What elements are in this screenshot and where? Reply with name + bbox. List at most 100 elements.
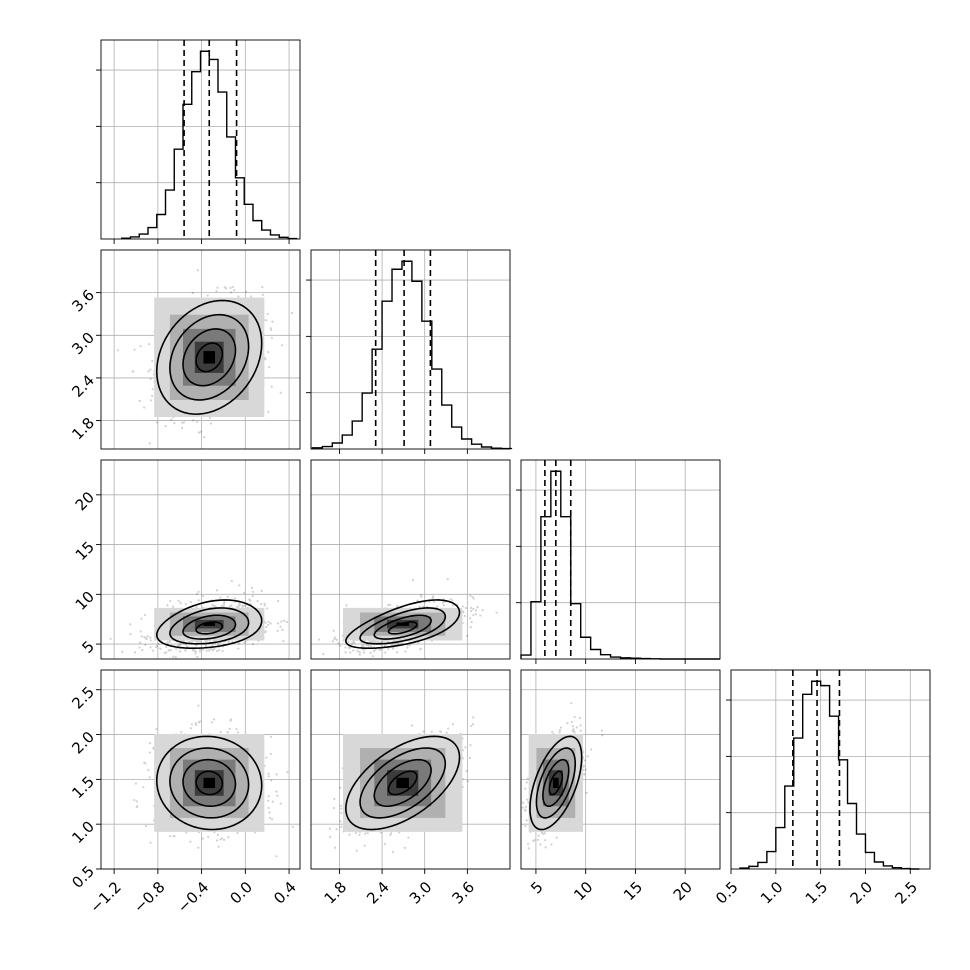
sample-point [282, 640, 285, 643]
sample-point [265, 756, 268, 759]
sample-point [516, 805, 518, 807]
sample-point [178, 650, 182, 653]
sample-point [201, 837, 204, 840]
sample-point [462, 610, 465, 614]
sample-point [145, 637, 148, 640]
sample-point [140, 635, 143, 638]
sample-point [267, 775, 270, 778]
sample-point [469, 744, 472, 747]
sample-point [199, 640, 202, 644]
sample-point [403, 846, 406, 849]
sample-point [419, 647, 422, 650]
sample-point [135, 806, 138, 809]
sample-point [270, 818, 274, 821]
sample-point [279, 391, 282, 394]
sample-point [267, 623, 270, 627]
sample-point [155, 421, 159, 424]
sample-point [192, 649, 195, 652]
sample-point [522, 801, 525, 804]
sample-point [151, 359, 154, 363]
sample-point [223, 838, 226, 841]
sample-point [178, 644, 182, 647]
sample-point [400, 641, 403, 645]
scatter-panel-1-2 [100, 249, 301, 450]
sample-point [209, 422, 213, 425]
sample-point [144, 762, 147, 765]
sample-point [136, 805, 139, 808]
sample-point [191, 291, 194, 295]
sample-point [339, 820, 342, 823]
sample-point [470, 724, 473, 727]
sample-point [237, 605, 240, 608]
sample-point [236, 831, 239, 835]
contour-level-1 [387, 770, 418, 796]
sample-point [151, 394, 154, 398]
sample-point [590, 748, 593, 751]
sample-point [195, 592, 198, 595]
sample-point [396, 642, 400, 645]
sample-point [235, 728, 238, 731]
sample-point [344, 651, 347, 654]
sample-point [166, 641, 169, 644]
sample-point [210, 721, 214, 724]
sample-point [526, 798, 529, 801]
sample-point [451, 723, 455, 726]
sample-point [389, 833, 392, 837]
sample-point [379, 640, 382, 644]
sample-point [185, 831, 188, 834]
contour-level-4 [345, 599, 461, 650]
sample-point [143, 636, 146, 639]
hist-panel-4 [726, 669, 931, 870]
sample-point [149, 636, 152, 639]
sample-point [201, 595, 205, 598]
sample-point [355, 849, 358, 852]
sample-point [392, 647, 395, 650]
sample-point [280, 344, 284, 347]
sample-point [135, 800, 138, 803]
sample-point [231, 285, 234, 288]
hist-panel-1 [96, 39, 301, 240]
sample-point [268, 816, 272, 819]
sample-point [184, 649, 187, 652]
sample-point [387, 604, 390, 607]
sample-point [197, 721, 200, 724]
sample-point [353, 641, 356, 645]
contour-level-3 [359, 607, 447, 645]
sample-point [237, 642, 241, 645]
sample-point [408, 644, 411, 647]
sample-point [470, 620, 473, 624]
sample-point [195, 644, 198, 647]
sample-point [233, 289, 236, 292]
sample-point [220, 604, 224, 607]
sample-point [578, 717, 581, 720]
sample-point [340, 807, 343, 810]
hist-panel-2 [306, 249, 513, 450]
sample-point [196, 640, 199, 643]
sample-point [383, 842, 386, 846]
sample-point [157, 642, 160, 646]
sample-point [182, 421, 186, 424]
sample-point [348, 646, 351, 649]
sample-point [265, 626, 268, 629]
sample-point [149, 399, 153, 402]
sample-point [371, 640, 374, 644]
sample-point [449, 598, 452, 601]
contour-level-2 [182, 614, 237, 640]
sample-point [266, 312, 269, 316]
sample-point [230, 580, 233, 583]
panel-frame [310, 249, 511, 450]
sample-point [189, 727, 192, 730]
sample-point [270, 779, 273, 782]
sample-point [275, 773, 278, 776]
sample-point [267, 772, 270, 775]
sample-point [173, 834, 176, 838]
sample-point [419, 593, 422, 597]
sample-point [189, 600, 192, 604]
sample-point [148, 776, 151, 779]
contour-level-1 [387, 621, 418, 635]
sample-point [206, 294, 209, 297]
sample-point [451, 604, 455, 607]
sample-point [411, 579, 415, 582]
sample-point [266, 607, 269, 610]
sample-point [558, 729, 562, 732]
